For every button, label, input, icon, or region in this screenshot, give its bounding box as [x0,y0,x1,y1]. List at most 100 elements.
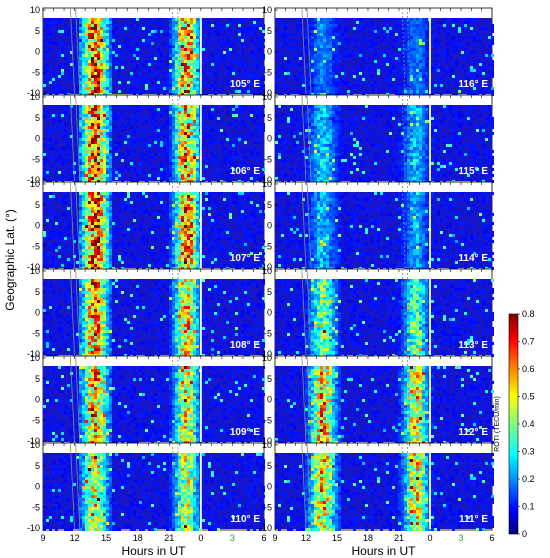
roti-cell [238,213,241,216]
roti-cell [85,78,88,81]
roti-cell [118,345,121,348]
roti-cell [259,141,262,144]
roti-cell [67,315,70,318]
roti-cell [172,294,175,297]
roti-cell [88,288,91,291]
roti-cell [109,225,112,228]
roti-cell [190,267,193,270]
roti-cell [226,375,229,378]
roti-cell [70,216,73,219]
roti-cell [145,237,148,240]
panel-label: 106° E [230,166,260,177]
roti-cell [115,387,118,390]
roti-cell [91,207,94,210]
roti-cell [196,144,199,147]
roti-cell [127,90,130,93]
roti-cell [259,306,262,309]
roti-cell [100,132,103,135]
roti-cell [202,33,205,36]
roti-cell [103,258,106,261]
roti-cell [43,264,46,267]
roti-cell [94,147,97,150]
roti-cell [100,237,103,240]
roti-cell [175,225,178,228]
roti-cell [124,105,127,108]
roti-cell [46,342,49,345]
roti-cell [178,219,181,222]
roti-cell [259,123,262,126]
roti-cell [130,39,133,42]
roti-cell [238,21,241,24]
roti-cell [61,213,64,216]
roti-cell [259,24,262,27]
roti-cell [58,90,61,93]
roti-cell [109,216,112,219]
roti-cell [172,30,175,33]
roti-cell [94,129,97,132]
roti-cell [43,261,46,264]
roti-cell [178,105,181,108]
roti-cell [169,255,172,258]
roti-cell [64,159,67,162]
roti-cell [139,165,142,168]
roti-cell [196,171,199,174]
roti-cell [214,219,217,222]
roti-cell [100,144,103,147]
roti-cell [259,21,262,24]
roti-cell [172,72,175,75]
roti-cell [103,243,106,246]
roti-cell [52,231,55,234]
roti-cell [79,387,82,390]
roti-cell [235,333,238,336]
roti-cell [223,291,226,294]
roti-cell [181,213,184,216]
roti-cell [106,66,109,69]
roti-cell [121,123,124,126]
roti-cell [202,231,205,234]
roti-cell [256,351,259,354]
roti-cell [112,354,115,357]
roti-cell [208,141,211,144]
roti-cell [46,231,49,234]
roti-cell [160,303,163,306]
roti-cell [88,135,91,138]
roti-cell [181,300,184,303]
roti-cell [172,33,175,36]
roti-cell [193,348,196,351]
roti-cell [118,321,121,324]
roti-cell [112,225,115,228]
roti-cell [169,285,172,288]
roti-cell [118,42,121,45]
roti-cell [97,378,100,381]
roti-cell [190,30,193,33]
roti-cell [127,324,130,327]
roti-cell [103,384,106,387]
roti-cell [178,207,181,210]
roti-cell [229,318,232,321]
roti-cell [91,300,94,303]
roti-cell [142,327,145,330]
roti-cell [211,54,214,57]
roti-cell [94,36,97,39]
roti-cell [130,213,133,216]
roti-cell [175,54,178,57]
roti-cell [94,33,97,36]
roti-cell [109,180,112,183]
roti-cell [244,222,247,225]
roti-cell [115,153,118,156]
roti-cell [169,69,172,72]
roti-cell [166,288,169,291]
roti-cell [202,39,205,42]
roti-cell [172,174,175,177]
roti-cell [100,210,103,213]
roti-cell [169,144,172,147]
roti-cell [67,297,70,300]
roti-cell [79,288,82,291]
roti-cell [55,162,58,165]
roti-cell [226,216,229,219]
roti-cell [61,318,64,321]
roti-cell [175,237,178,240]
roti-cell [70,168,73,171]
roti-cell [97,69,100,72]
roti-cell [181,339,184,342]
